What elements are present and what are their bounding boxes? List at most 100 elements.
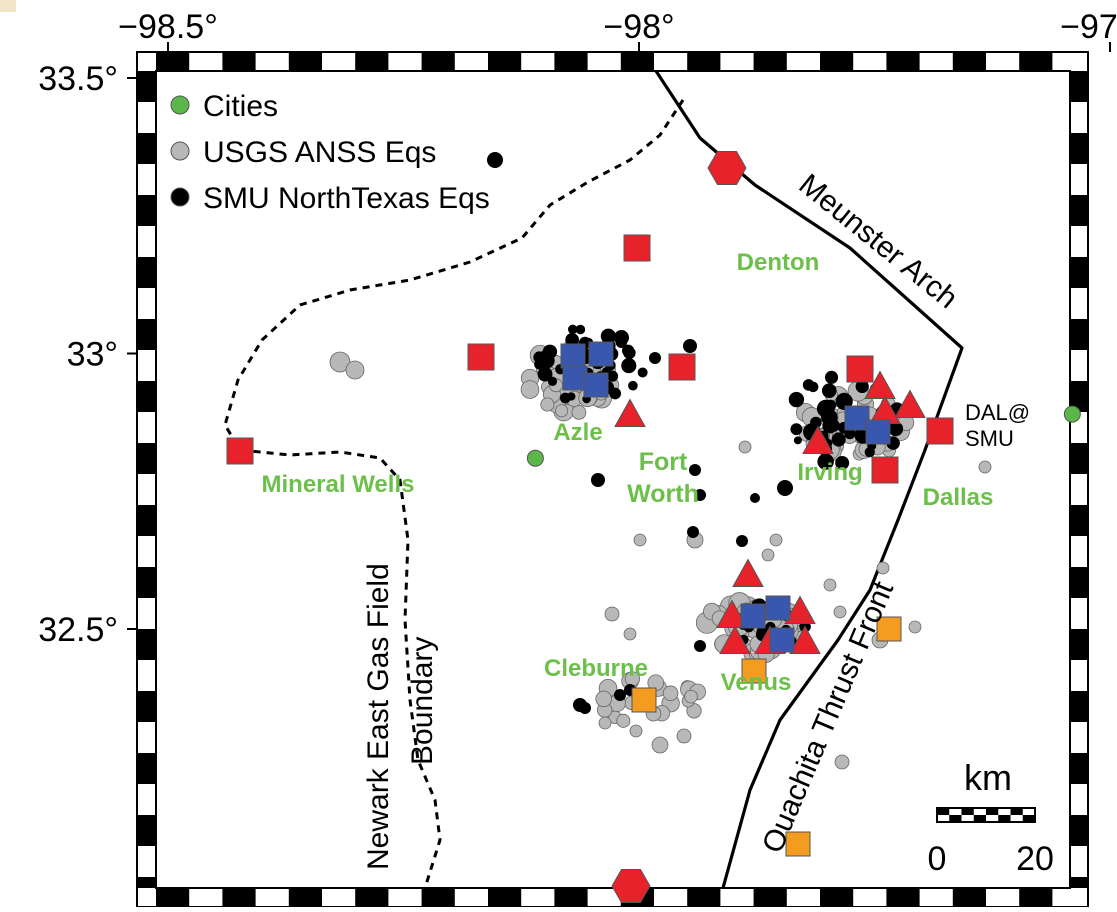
lon-tick-label: −97.5° — [1060, 8, 1117, 46]
frame-segment-right — [1070, 443, 1088, 474]
smu-eq — [835, 455, 850, 470]
usgs-eq — [520, 380, 540, 399]
usgs-eq — [651, 736, 669, 754]
smu-eq — [793, 436, 802, 445]
blue-square-station — [583, 372, 609, 398]
red-triangle-station — [614, 398, 646, 427]
frame-segment-left — [137, 71, 156, 102]
frame-segment-left — [137, 133, 156, 164]
frame-segment-top — [820, 52, 854, 71]
smu-eq — [649, 352, 661, 364]
orange-square-station — [785, 831, 811, 857]
frame-segment-top — [222, 52, 256, 71]
frame-segment-left — [137, 567, 156, 598]
usgs-eq — [761, 548, 775, 562]
smu-eq — [613, 330, 630, 346]
scale-segment — [937, 808, 950, 815]
usgs-eq — [823, 578, 837, 592]
legend-cities-icon — [170, 95, 190, 115]
red-triangle-station — [864, 370, 896, 399]
frame-segment-bottom — [421, 888, 455, 907]
legend-cities-label: Cities — [203, 90, 278, 123]
legend-smu-label: SMU NorthTexas Eqs — [203, 182, 490, 215]
legend-smu-icon — [170, 187, 190, 207]
smu-eq — [628, 380, 638, 391]
blue-square-station — [844, 405, 870, 431]
frame-segment-bottom — [886, 888, 920, 907]
frame-segment-top — [886, 52, 920, 71]
lon-tick-label: −98° — [603, 8, 674, 46]
frame-segment-top — [1019, 52, 1053, 71]
gas-field-label: Boundary — [406, 637, 439, 765]
frame-segment-left — [137, 691, 156, 722]
red-square-station — [623, 234, 651, 262]
smu-eq — [621, 358, 637, 374]
frame-segment-right — [1070, 629, 1088, 660]
smu-eq — [567, 392, 576, 401]
frame-segment-left — [137, 195, 156, 226]
city-label: Dallas — [923, 484, 994, 511]
frame-segment-right — [1070, 505, 1088, 536]
smu-eq — [637, 367, 648, 378]
frame-segment-left — [137, 629, 156, 660]
scale-label: 0 — [928, 840, 947, 878]
blue-square-station — [769, 627, 795, 653]
station-label-line: DAL@ — [965, 400, 1030, 425]
frame-segment-right — [1070, 133, 1088, 164]
legend: Cities USGS ANSS Eqs SMU NorthTexas Eqs — [170, 90, 490, 215]
usgs-eq — [676, 728, 692, 744]
lat-tick-label: 33° — [67, 336, 118, 374]
red-triangle-station — [784, 595, 816, 624]
smu-eq — [565, 333, 580, 347]
usgs-eq — [738, 440, 752, 454]
red-square-station — [226, 437, 254, 465]
smu-eq — [537, 366, 553, 382]
station-markers — [226, 151, 954, 903]
scale-segment — [949, 815, 962, 822]
usgs-eq — [633, 533, 647, 547]
smu-eq — [607, 370, 619, 382]
frame-segment-left — [137, 443, 156, 474]
usgs-eq — [604, 606, 620, 622]
smu-eq — [806, 423, 817, 434]
scale-segment — [961, 808, 974, 815]
frame-segment-right — [1070, 567, 1088, 598]
usgs-eq — [540, 397, 555, 412]
smu-eq — [539, 350, 553, 364]
frame-segment-bottom — [156, 888, 190, 907]
frame-segment-top — [753, 52, 787, 71]
blue-square-station — [562, 365, 588, 391]
scale-segment — [973, 815, 986, 822]
blue-square-station — [765, 595, 791, 621]
usgs-eq — [598, 716, 612, 730]
scale-segment — [1010, 808, 1023, 815]
gas-field-label: Newark East Gas Field — [362, 563, 395, 870]
usgs-eq — [629, 724, 643, 738]
frame-segment-right — [1070, 815, 1088, 846]
red-hexagon-station — [707, 151, 747, 185]
frame-segment-left — [137, 815, 156, 846]
frame-inner — [155, 70, 1071, 889]
smu-eq — [683, 339, 697, 353]
red-triangle-station — [732, 558, 764, 587]
frame-segment-bottom — [753, 888, 787, 907]
frame-segment-left — [137, 505, 156, 536]
red-square-station — [926, 417, 954, 445]
smu-eq — [824, 399, 837, 412]
city-dot — [526, 449, 544, 467]
frame-segment-left — [137, 753, 156, 784]
usgs-eq — [684, 689, 698, 704]
frame-segment-top — [421, 52, 455, 71]
map-frame — [127, 42, 1111, 908]
city-label-line: Fort — [639, 448, 688, 476]
smu-eq — [622, 344, 635, 357]
lat-tick-label: 33.5° — [38, 60, 118, 98]
red-triangle-station — [719, 625, 751, 654]
frame-segment-left — [137, 319, 156, 350]
blue-square-station — [588, 341, 614, 367]
blue-square-station — [865, 419, 891, 445]
smu-eq — [824, 370, 839, 384]
frame-segment-bottom — [820, 888, 854, 907]
scale-segment — [986, 808, 999, 815]
